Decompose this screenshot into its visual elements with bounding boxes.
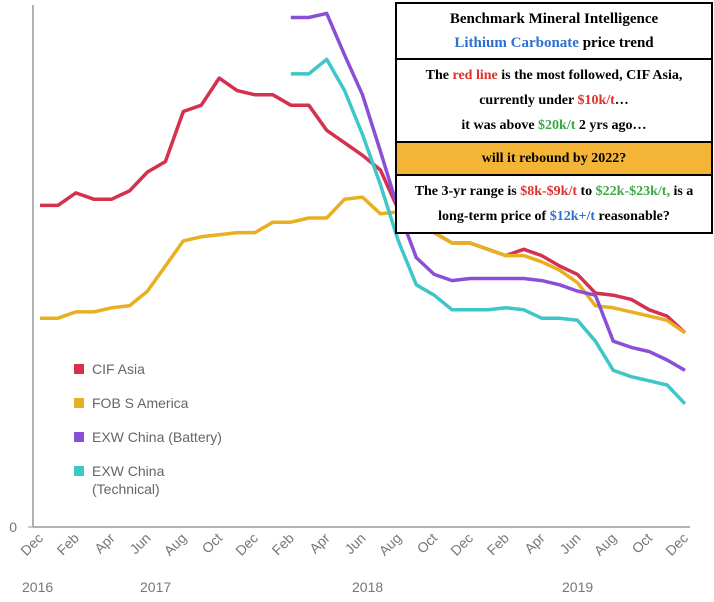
year-label: 2017: [140, 579, 171, 595]
series-line: [40, 76, 687, 335]
legend-item: EXW China (Technical): [74, 462, 226, 498]
annotation-text: Lithium Carbonate: [454, 35, 579, 51]
y-tick-label: 0: [9, 519, 17, 535]
year-label: 2018: [352, 579, 383, 595]
legend-item: CIF Asia: [74, 360, 226, 378]
year-label: 2019: [562, 579, 593, 595]
annotation-line: The red line is the most followed, CIF A…: [403, 63, 705, 113]
x-tick-label: Apr: [521, 530, 548, 557]
annotation-text: $8k-$9k/t: [520, 184, 577, 199]
annotation-section: The red line is the most followed, CIF A…: [397, 58, 711, 141]
annotation-text: …: [614, 93, 629, 108]
annotation-text: red line: [452, 68, 498, 83]
annotation-text: is the most followed, CIF Asia, currentl…: [479, 68, 683, 108]
legend-label: EXW China (Battery): [92, 429, 222, 445]
annotation-text: price trend: [578, 35, 654, 51]
x-tick-label: Aug: [161, 530, 190, 559]
x-tick-label: Dec: [17, 530, 46, 559]
annotation-line: will it rebound by 2022?: [403, 146, 705, 171]
x-tick-label: Dec: [447, 530, 476, 559]
annotation-box: Benchmark Mineral Intelligence Lithium Ca…: [395, 2, 713, 234]
series-line: [40, 195, 687, 335]
legend-swatch: [74, 398, 84, 408]
annotation-text: $22k-$23k/t,: [595, 184, 670, 199]
annotation-text: Benchmark Mineral Intelligence: [449, 11, 659, 27]
x-tick-label: Feb: [54, 530, 83, 559]
x-tick-label: Apr: [91, 530, 118, 557]
year-label: 2016: [22, 579, 53, 595]
x-tick-label: Feb: [484, 530, 513, 559]
annotation-text: will it rebound by 2022?: [481, 151, 627, 166]
annotation-text: $10k/t: [577, 93, 615, 108]
legend-label: CIF Asia: [92, 361, 145, 377]
x-tick-label: Oct: [629, 530, 656, 557]
x-tick-label: Oct: [199, 530, 226, 557]
annotation-line: Lithium Carbonate price trend: [403, 31, 705, 55]
x-tick-label: Dec: [662, 530, 691, 559]
x-tick-label: Feb: [269, 530, 298, 559]
annotation-line: it was above $20k/t 2 yrs ago…: [403, 113, 705, 138]
series-line: [290, 57, 687, 406]
annotation-section: Benchmark Mineral Intelligence Lithium Ca…: [397, 4, 711, 58]
annotation-section: will it rebound by 2022?: [397, 141, 711, 174]
legend-item: EXW China (Battery): [74, 428, 226, 446]
annotation-text: 2 yrs ago…: [575, 118, 647, 133]
x-tick-label: Jun: [556, 530, 583, 557]
annotation-line: Benchmark Mineral Intelligence: [403, 7, 705, 31]
legend-item: FOB S America: [74, 394, 226, 412]
annotation-section: The 3-yr range is $8k-$9k/t to $22k-$23k…: [397, 174, 711, 232]
legend: CIF Asia FOB S America EXW China (Battery)…: [74, 360, 226, 514]
x-tick-label: Jun: [341, 530, 368, 557]
x-tick-label: Apr: [306, 530, 333, 557]
annotation-text: to: [577, 184, 596, 199]
legend-label: EXW China (Technical): [92, 463, 165, 497]
legend-swatch: [74, 432, 84, 442]
annotation-text: $12k+/t: [549, 209, 596, 224]
x-tick-label: Oct: [414, 530, 441, 557]
annotation-text: reasonable?: [595, 209, 670, 224]
legend-label: FOB S America: [92, 395, 189, 411]
legend-swatch: [74, 364, 84, 374]
legend-swatch: [74, 466, 84, 476]
annotation-text: it was above: [461, 118, 539, 133]
annotation-text: is a long-term price of: [438, 184, 694, 224]
annotation-text: $20k/t: [538, 118, 576, 133]
x-tick-label: Aug: [591, 530, 620, 559]
annotation-text: The: [425, 68, 453, 83]
annotation-line: The 3-yr range is $8k-$9k/t to $22k-$23k…: [403, 179, 705, 229]
x-tick-label: Aug: [376, 530, 405, 559]
series-line: [290, 11, 686, 372]
x-tick-label: Dec: [232, 530, 261, 559]
annotation-text: The 3-yr range is: [414, 184, 521, 199]
x-tick-label: Jun: [126, 530, 153, 557]
